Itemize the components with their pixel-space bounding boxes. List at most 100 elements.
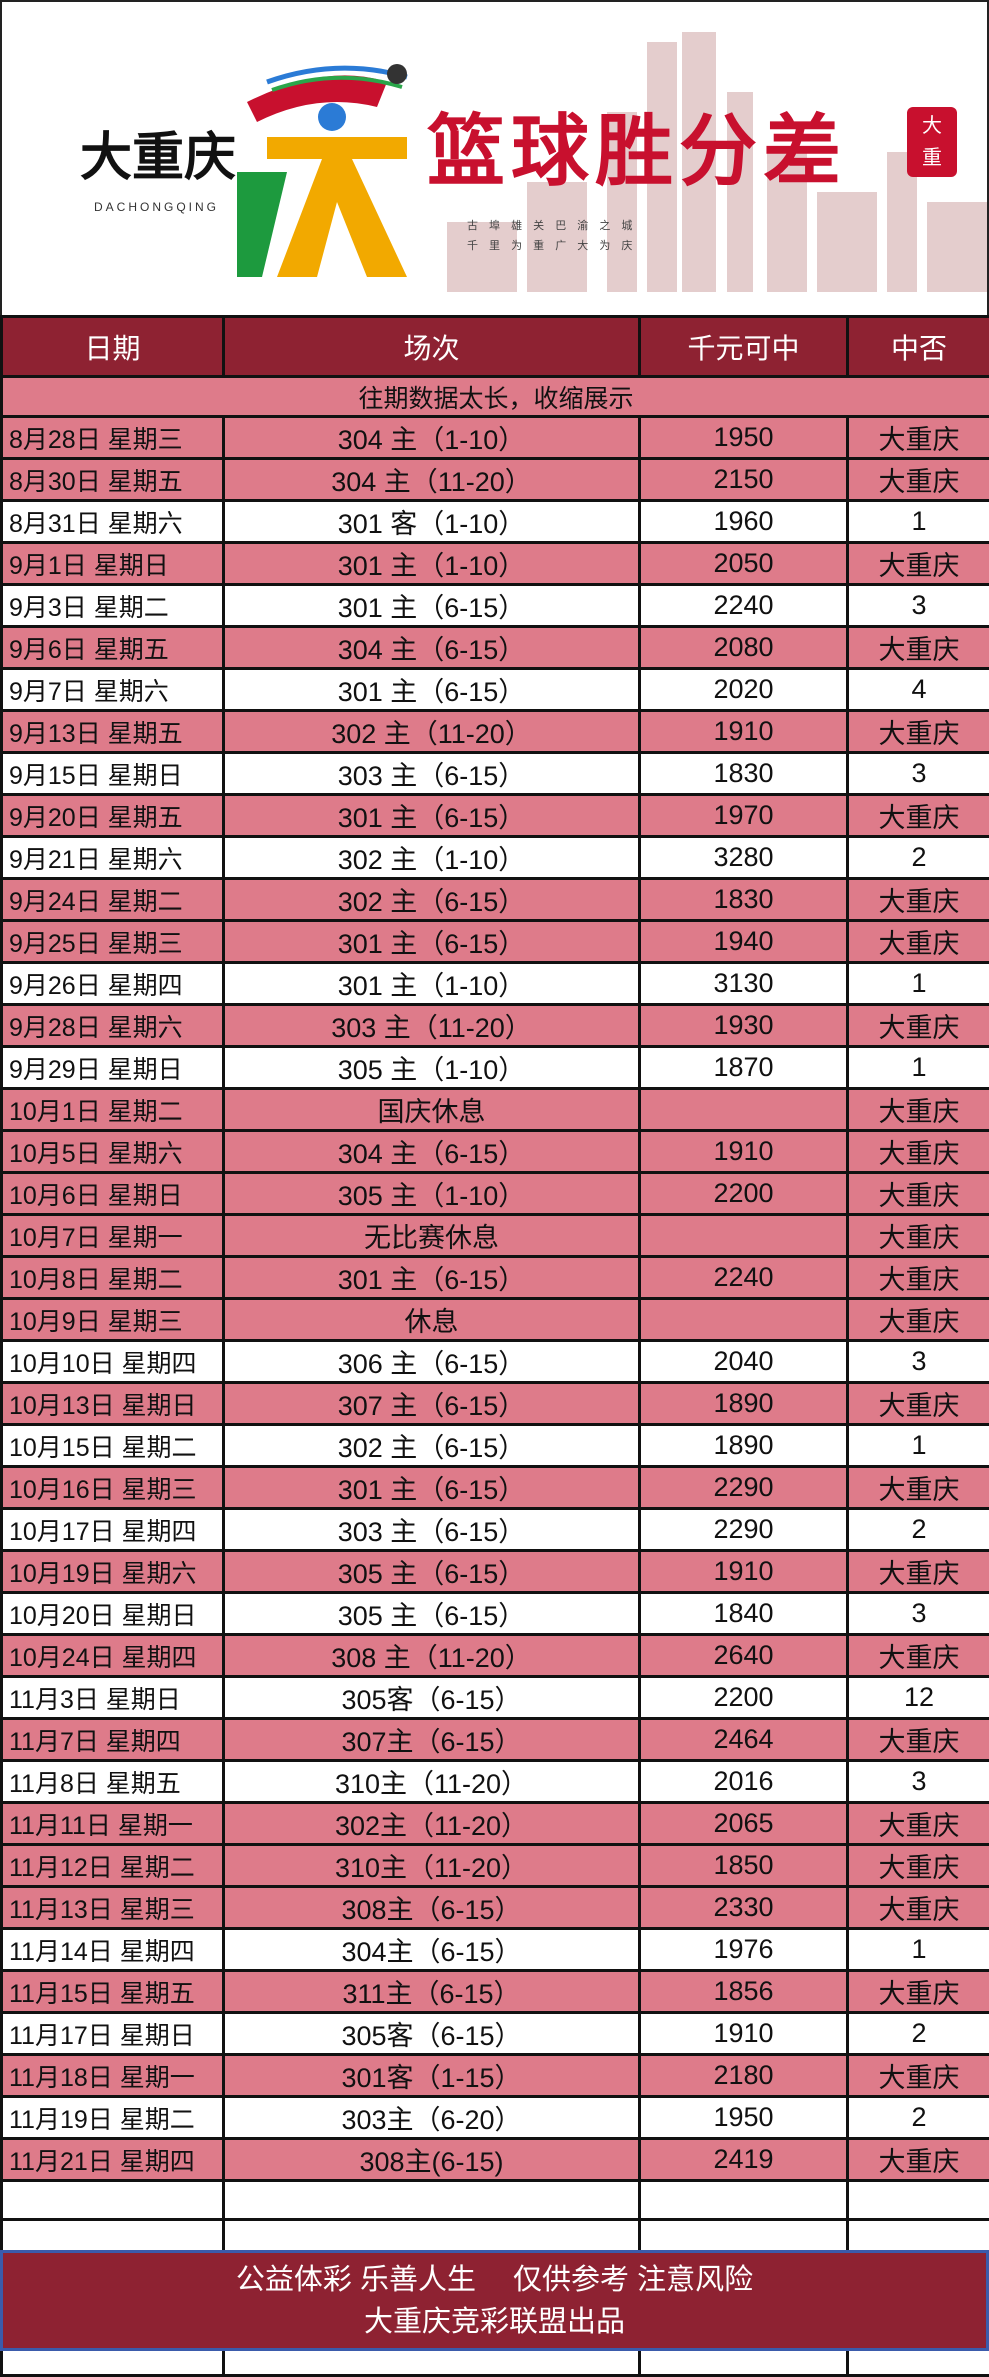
row-match: 302 主（1-10） <box>224 837 640 879</box>
row-payout: 2150 <box>640 459 848 501</box>
row-match: 301 主（6-15） <box>224 795 640 837</box>
row-payout: 2290 <box>640 1467 848 1509</box>
row-date: 9月7日 星期六 <box>2 669 224 711</box>
row-payout: 2240 <box>640 1257 848 1299</box>
row-date: 9月15日 星期日 <box>2 753 224 795</box>
row-payout: 2640 <box>640 1635 848 1677</box>
row-payout: 2180 <box>640 2055 848 2097</box>
row-payout: 1840 <box>640 1593 848 1635</box>
slogan-line: 古 埠 雄 关 巴 渝 之 城 <box>467 216 636 236</box>
row-date: 11月21日 星期四 <box>2 2139 224 2181</box>
row-match: 303主（6-20） <box>224 2097 640 2139</box>
row-result: 大重庆 <box>848 879 989 921</box>
row-result: 1 <box>848 1047 989 1089</box>
row-payout: 3280 <box>640 837 848 879</box>
row-date: 11月19日 星期二 <box>2 2097 224 2139</box>
row-date: 10月9日 星期三 <box>2 1299 224 1341</box>
row-payout: 2020 <box>640 669 848 711</box>
row-result: 大重庆 <box>848 1467 989 1509</box>
banner: 大重庆 DACHONGQING 篮球胜分差 古 埠 雄 关 巴 渝 之 城 千 … <box>0 0 989 315</box>
row-match: 310主（11-20） <box>224 1845 640 1887</box>
row-match: 303 主（6-15） <box>224 753 640 795</box>
row-payout: 1890 <box>640 1383 848 1425</box>
row-date: 10月24日 星期四 <box>2 1635 224 1677</box>
row-date: 11月12日 星期二 <box>2 1845 224 1887</box>
row-match: 305 主（1-10） <box>224 1173 640 1215</box>
row-result: 大重庆 <box>848 1299 989 1341</box>
row-date: 11月14日 星期四 <box>2 1929 224 1971</box>
collapsed-history-row[interactable]: 往期数据太长，收缩展示 <box>2 377 989 417</box>
row-date: 9月20日 星期五 <box>2 795 224 837</box>
row-result: 大重庆 <box>848 1551 989 1593</box>
row-result: 3 <box>848 1761 989 1803</box>
row-result: 1 <box>848 963 989 1005</box>
row-result: 大重庆 <box>848 921 989 963</box>
row-result: 大重庆 <box>848 417 989 459</box>
row-match: 310主（11-20） <box>224 1761 640 1803</box>
row-date: 11月15日 星期五 <box>2 1971 224 2013</box>
row-match: 304 主（11-20） <box>224 459 640 501</box>
row-result: 大重庆 <box>848 459 989 501</box>
row-result: 大重庆 <box>848 1971 989 2013</box>
row-payout: 1850 <box>640 1845 848 1887</box>
row-match: 303 主（6-15） <box>224 1509 640 1551</box>
row-payout: 2040 <box>640 1341 848 1383</box>
row-result: 大重庆 <box>848 543 989 585</box>
header-payout: 千元可中 <box>640 317 848 377</box>
row-result: 大重庆 <box>848 627 989 669</box>
row-date: 8月30日 星期五 <box>2 459 224 501</box>
row-date: 8月31日 星期六 <box>2 501 224 543</box>
row-date: 10月6日 星期日 <box>2 1173 224 1215</box>
row-result: 大重庆 <box>848 1089 989 1131</box>
row-result: 大重庆 <box>848 1005 989 1047</box>
row-date: 11月17日 星期日 <box>2 2013 224 2055</box>
row-date: 11月11日 星期一 <box>2 1803 224 1845</box>
row-match: 304 主（1-10） <box>224 417 640 459</box>
row-result: 2 <box>848 1509 989 1551</box>
slogan-line: 千 里 为 重 广 大 为 庆 <box>467 236 636 256</box>
row-result: 大重庆 <box>848 2055 989 2097</box>
row-payout: 2464 <box>640 1719 848 1761</box>
row-payout: 1870 <box>640 1047 848 1089</box>
row-payout: 1830 <box>640 753 848 795</box>
row-match: 国庆休息 <box>224 1089 640 1131</box>
row-payout <box>640 1215 848 1257</box>
row-match: 305 主（6-15） <box>224 1551 640 1593</box>
brand-logo-text: 大重庆 <box>80 130 236 186</box>
page-title: 篮球胜分差 <box>427 110 847 194</box>
empty-cell <box>2 2181 224 2220</box>
row-result: 大重庆 <box>848 1845 989 1887</box>
row-result: 大重庆 <box>848 711 989 753</box>
row-match: 302主（11-20） <box>224 1803 640 1845</box>
row-match: 308主(6-15) <box>224 2139 640 2181</box>
row-result: 大重庆 <box>848 1803 989 1845</box>
row-payout: 1856 <box>640 1971 848 2013</box>
row-match: 307 主（6-15） <box>224 1383 640 1425</box>
row-match: 308 主（11-20） <box>224 1635 640 1677</box>
row-match: 302 主（11-20） <box>224 711 640 753</box>
row-match: 311主（6-15） <box>224 1971 640 2013</box>
row-result: 1 <box>848 501 989 543</box>
row-match: 305客（6-15） <box>224 2013 640 2055</box>
row-payout: 1940 <box>640 921 848 963</box>
row-result: 2 <box>848 837 989 879</box>
collapsed-note[interactable]: 往期数据太长，收缩展示 <box>2 377 989 417</box>
row-payout: 1970 <box>640 795 848 837</box>
row-result: 大重庆 <box>848 1719 989 1761</box>
